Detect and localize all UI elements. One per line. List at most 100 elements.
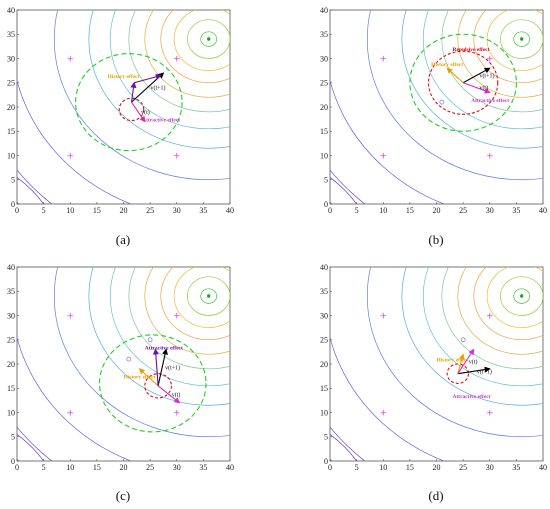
x-tick-label: 20 (120, 463, 128, 472)
plus-marker: + (379, 312, 387, 322)
contour-line (109, 267, 230, 387)
y-tick-label: 35 (320, 30, 328, 39)
contour-line (53, 267, 230, 438)
y-tick-label: 5 (11, 433, 15, 442)
x-tick-label: 5 (42, 463, 46, 472)
plus-marker: + (66, 409, 74, 419)
y-tick-label: 10 (320, 151, 328, 160)
x-tick-label: 30 (173, 463, 181, 472)
y-tick-label: 0 (324, 200, 328, 209)
y-tick-label: 10 (7, 408, 15, 417)
x-tick-label: 5 (355, 206, 359, 215)
y-tick-label: 5 (324, 176, 328, 185)
x-tick-label: 10 (379, 463, 387, 472)
y-tick-label: 15 (320, 384, 328, 393)
y-tick-label: 25 (320, 79, 328, 88)
y-tick-label: 5 (11, 176, 15, 185)
contour-line (401, 10, 543, 149)
x-tick-label: 20 (433, 463, 441, 472)
x-tick-label: 0 (15, 463, 19, 472)
y-tick-label: 35 (320, 287, 328, 296)
x-tick-label: 35 (512, 463, 520, 472)
x-tick-label: 15 (93, 206, 101, 215)
plus-marker: + (173, 312, 181, 322)
effect-annotation: History effect (124, 375, 156, 381)
effect-annotation: Attractive effect (142, 118, 180, 124)
x-tick-label: 30 (173, 206, 181, 215)
plus-marker: + (379, 152, 387, 162)
y-tick-label: 30 (7, 311, 15, 320)
velocity-vector (138, 368, 159, 387)
x-tick-label: 40 (539, 206, 547, 215)
plus-marker: + (379, 55, 387, 65)
contour-line (473, 267, 543, 341)
contour-line (457, 10, 543, 98)
contour-line (109, 10, 230, 130)
contour-line (366, 10, 543, 181)
contour-line (330, 177, 357, 204)
panel-caption: (d) (428, 488, 443, 503)
contour-line (457, 267, 543, 355)
vector-label: v(t+1) (165, 365, 180, 372)
contour-line (200, 31, 218, 47)
plus-marker: + (486, 152, 494, 162)
velocity-vector (152, 348, 159, 386)
search-range-circle (409, 33, 517, 132)
plus-marker: + (379, 409, 387, 419)
plus-marker: + (486, 312, 494, 322)
contour-line (513, 31, 531, 47)
vector-label: v(t) (172, 391, 181, 398)
target-star-glyph: * (207, 293, 211, 301)
x-tick-label: 0 (328, 206, 332, 215)
contour-line (187, 19, 230, 59)
search-range-circle (98, 334, 207, 433)
effect-annotation: Repulsive effect (452, 47, 489, 53)
previous-position-marker (439, 99, 445, 105)
x-tick-label: 5 (355, 463, 359, 472)
y-tick-label: 0 (11, 200, 15, 209)
vector-label: v(t+1) (477, 368, 492, 375)
x-tick-label: 20 (120, 206, 128, 215)
y-tick-label: 20 (320, 360, 328, 369)
target-marker (207, 37, 211, 41)
y-tick-label: 15 (320, 127, 328, 136)
repulsive-range-circle (144, 373, 172, 399)
contour-line (173, 10, 230, 71)
target-star-glyph: * (520, 36, 524, 44)
chart-panel: * + + + + v(t+1) v(t) Repulsive effect History e… (320, 6, 547, 247)
effect-annotation: Attractive effect (471, 98, 509, 104)
plot-content: *+ ++ +v(t+1)v(t)History effectAttractive … (17, 10, 230, 204)
contour-line (422, 267, 543, 387)
contour-line (17, 434, 44, 461)
contour-line (128, 267, 230, 370)
plus-marker: + (66, 152, 74, 162)
plus-marker: + (173, 152, 181, 162)
x-tick-label: 15 (93, 463, 101, 472)
velocity-vector (462, 67, 491, 84)
x-tick-label: 5 (42, 206, 46, 215)
contour-line (500, 19, 543, 59)
target-marker (207, 294, 211, 298)
contour-line (401, 267, 543, 406)
effect-annotation: Attractive effect (145, 345, 183, 351)
plot-content: *+ ++ +v(t+1)v(t)History effectAttractive … (330, 267, 543, 461)
contour-line (473, 10, 543, 84)
contour-line (441, 10, 543, 113)
x-tick-label: 0 (15, 206, 19, 215)
target-star-glyph: * (207, 36, 211, 44)
contour-line (88, 267, 230, 406)
y-tick-label: 25 (7, 79, 15, 88)
velocity-vector (462, 82, 491, 94)
repulsive-range-circle (446, 363, 469, 384)
plot-content: * + + + + v(t+1) v(t) Repulsive effect History e… (330, 10, 543, 204)
vector-label: v(t) (479, 85, 488, 92)
previous-position-marker (460, 337, 466, 343)
x-tick-label: 35 (199, 463, 207, 472)
x-tick-label: 15 (406, 206, 414, 215)
plot-area (329, 266, 544, 462)
repulsive-range-circle (118, 97, 145, 122)
velocity-vector (457, 353, 465, 374)
vector-label: v(t) (141, 109, 150, 116)
vector-label: v(t+1) (479, 72, 494, 79)
